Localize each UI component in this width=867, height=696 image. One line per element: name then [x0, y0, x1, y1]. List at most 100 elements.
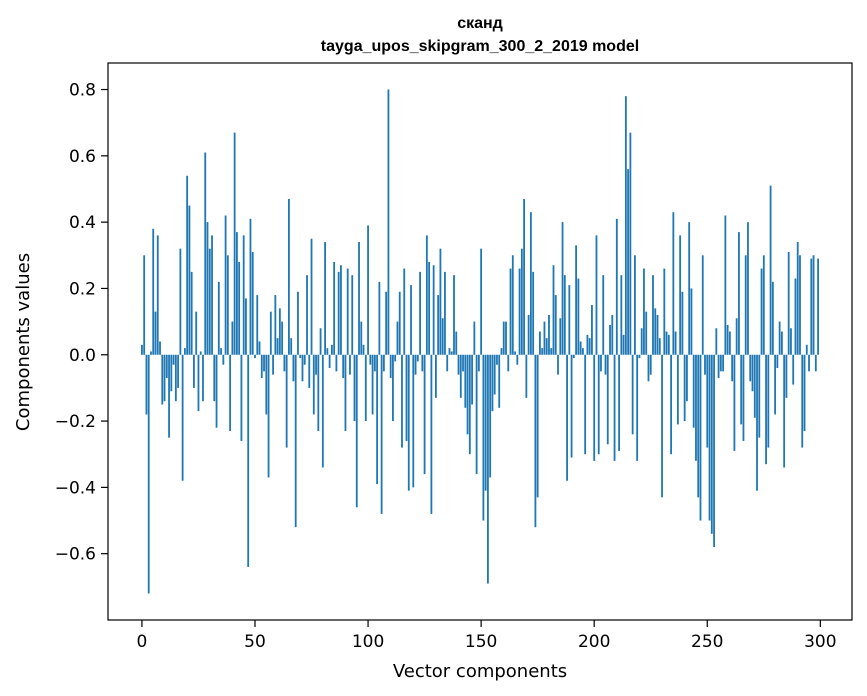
bar: [355, 354, 358, 508]
bar: [457, 354, 460, 375]
bar: [507, 354, 510, 372]
bar: [475, 354, 478, 475]
bar: [272, 354, 274, 375]
bar: [541, 348, 544, 355]
bar: [726, 324, 729, 355]
bar: [290, 338, 293, 355]
bar: [464, 354, 467, 408]
bar: [199, 351, 202, 355]
bar: [360, 321, 363, 355]
bar: [581, 348, 584, 355]
bar: [276, 338, 279, 355]
bar: [437, 295, 440, 355]
bar: [760, 268, 763, 355]
bar: [150, 351, 152, 355]
bar: [552, 265, 555, 355]
bar: [597, 354, 600, 455]
bar: [190, 271, 193, 355]
bar: [376, 354, 379, 485]
bar: [681, 291, 684, 355]
bar: [518, 268, 521, 355]
bar: [701, 255, 704, 355]
bar: [421, 354, 424, 372]
bar: [568, 285, 571, 355]
bar: [202, 354, 204, 402]
bar: [493, 354, 496, 395]
bar: [511, 255, 514, 355]
bar: [353, 354, 356, 422]
bar: [344, 354, 347, 432]
bar: [382, 354, 385, 372]
bar: [183, 348, 186, 355]
bar: [505, 321, 507, 355]
bar: [349, 354, 351, 375]
bar: [604, 354, 607, 375]
bar: [159, 341, 161, 355]
x-tick-label: 150: [465, 632, 497, 652]
bar: [767, 354, 770, 448]
bar: [315, 354, 317, 375]
bar: [728, 331, 731, 355]
bar: [297, 291, 299, 355]
bar: [177, 354, 180, 388]
bar: [240, 354, 243, 441]
bar: [634, 255, 636, 355]
bar: [152, 228, 155, 355]
bar: [369, 354, 372, 365]
bar: [663, 268, 666, 355]
bar: [154, 311, 157, 355]
bar: [640, 328, 643, 355]
bar: [792, 354, 795, 385]
bar: [749, 354, 752, 382]
x-tick-label: 300: [804, 632, 836, 652]
bar: [306, 275, 308, 355]
bar: [310, 238, 313, 355]
bar: [455, 331, 458, 355]
bar: [156, 235, 159, 355]
bar: [439, 248, 442, 355]
bar: [256, 295, 259, 355]
bar: [606, 354, 609, 445]
bar: [204, 152, 207, 355]
bar: [412, 354, 415, 488]
bar: [756, 354, 758, 491]
bar: [719, 354, 722, 372]
bar: [242, 235, 245, 355]
bar: [665, 331, 668, 355]
bar: [396, 321, 399, 355]
bar: [679, 235, 682, 355]
bar: [575, 245, 578, 355]
bar: [742, 354, 745, 441]
bar: [724, 215, 727, 355]
y-tick-label: −0.6: [55, 545, 96, 565]
bar: [676, 354, 679, 425]
bar: [292, 354, 295, 382]
bar: [645, 311, 648, 355]
bar: [758, 354, 761, 438]
bar: [572, 354, 575, 359]
bar: [491, 354, 494, 412]
bar: [656, 314, 659, 355]
y-axis-ticks: −0.6 −0.4 −0.2 0.0 0.2 0.4 0.6 0.8: [55, 81, 108, 565]
bar: [231, 321, 234, 355]
bar: [328, 354, 331, 369]
bar: [407, 354, 410, 491]
bar: [812, 255, 815, 355]
bar: [615, 218, 618, 355]
chart-title-line-2: tayga_upos_skipgram_300_2_2019 model: [321, 38, 639, 55]
bar: [631, 354, 634, 435]
bar: [380, 354, 383, 514]
y-tick-label: 0.6: [69, 147, 96, 167]
bar: [796, 242, 799, 355]
bar: [622, 334, 625, 355]
bar: [145, 354, 148, 415]
bar: [661, 354, 663, 498]
bar: [529, 212, 532, 355]
bar: [222, 354, 225, 365]
bar: [753, 354, 756, 418]
y-tick-label: 0.2: [69, 279, 96, 299]
bar: [398, 291, 401, 355]
bar: [281, 321, 284, 355]
bar: [595, 235, 598, 355]
x-tick-label: 50: [244, 632, 266, 652]
